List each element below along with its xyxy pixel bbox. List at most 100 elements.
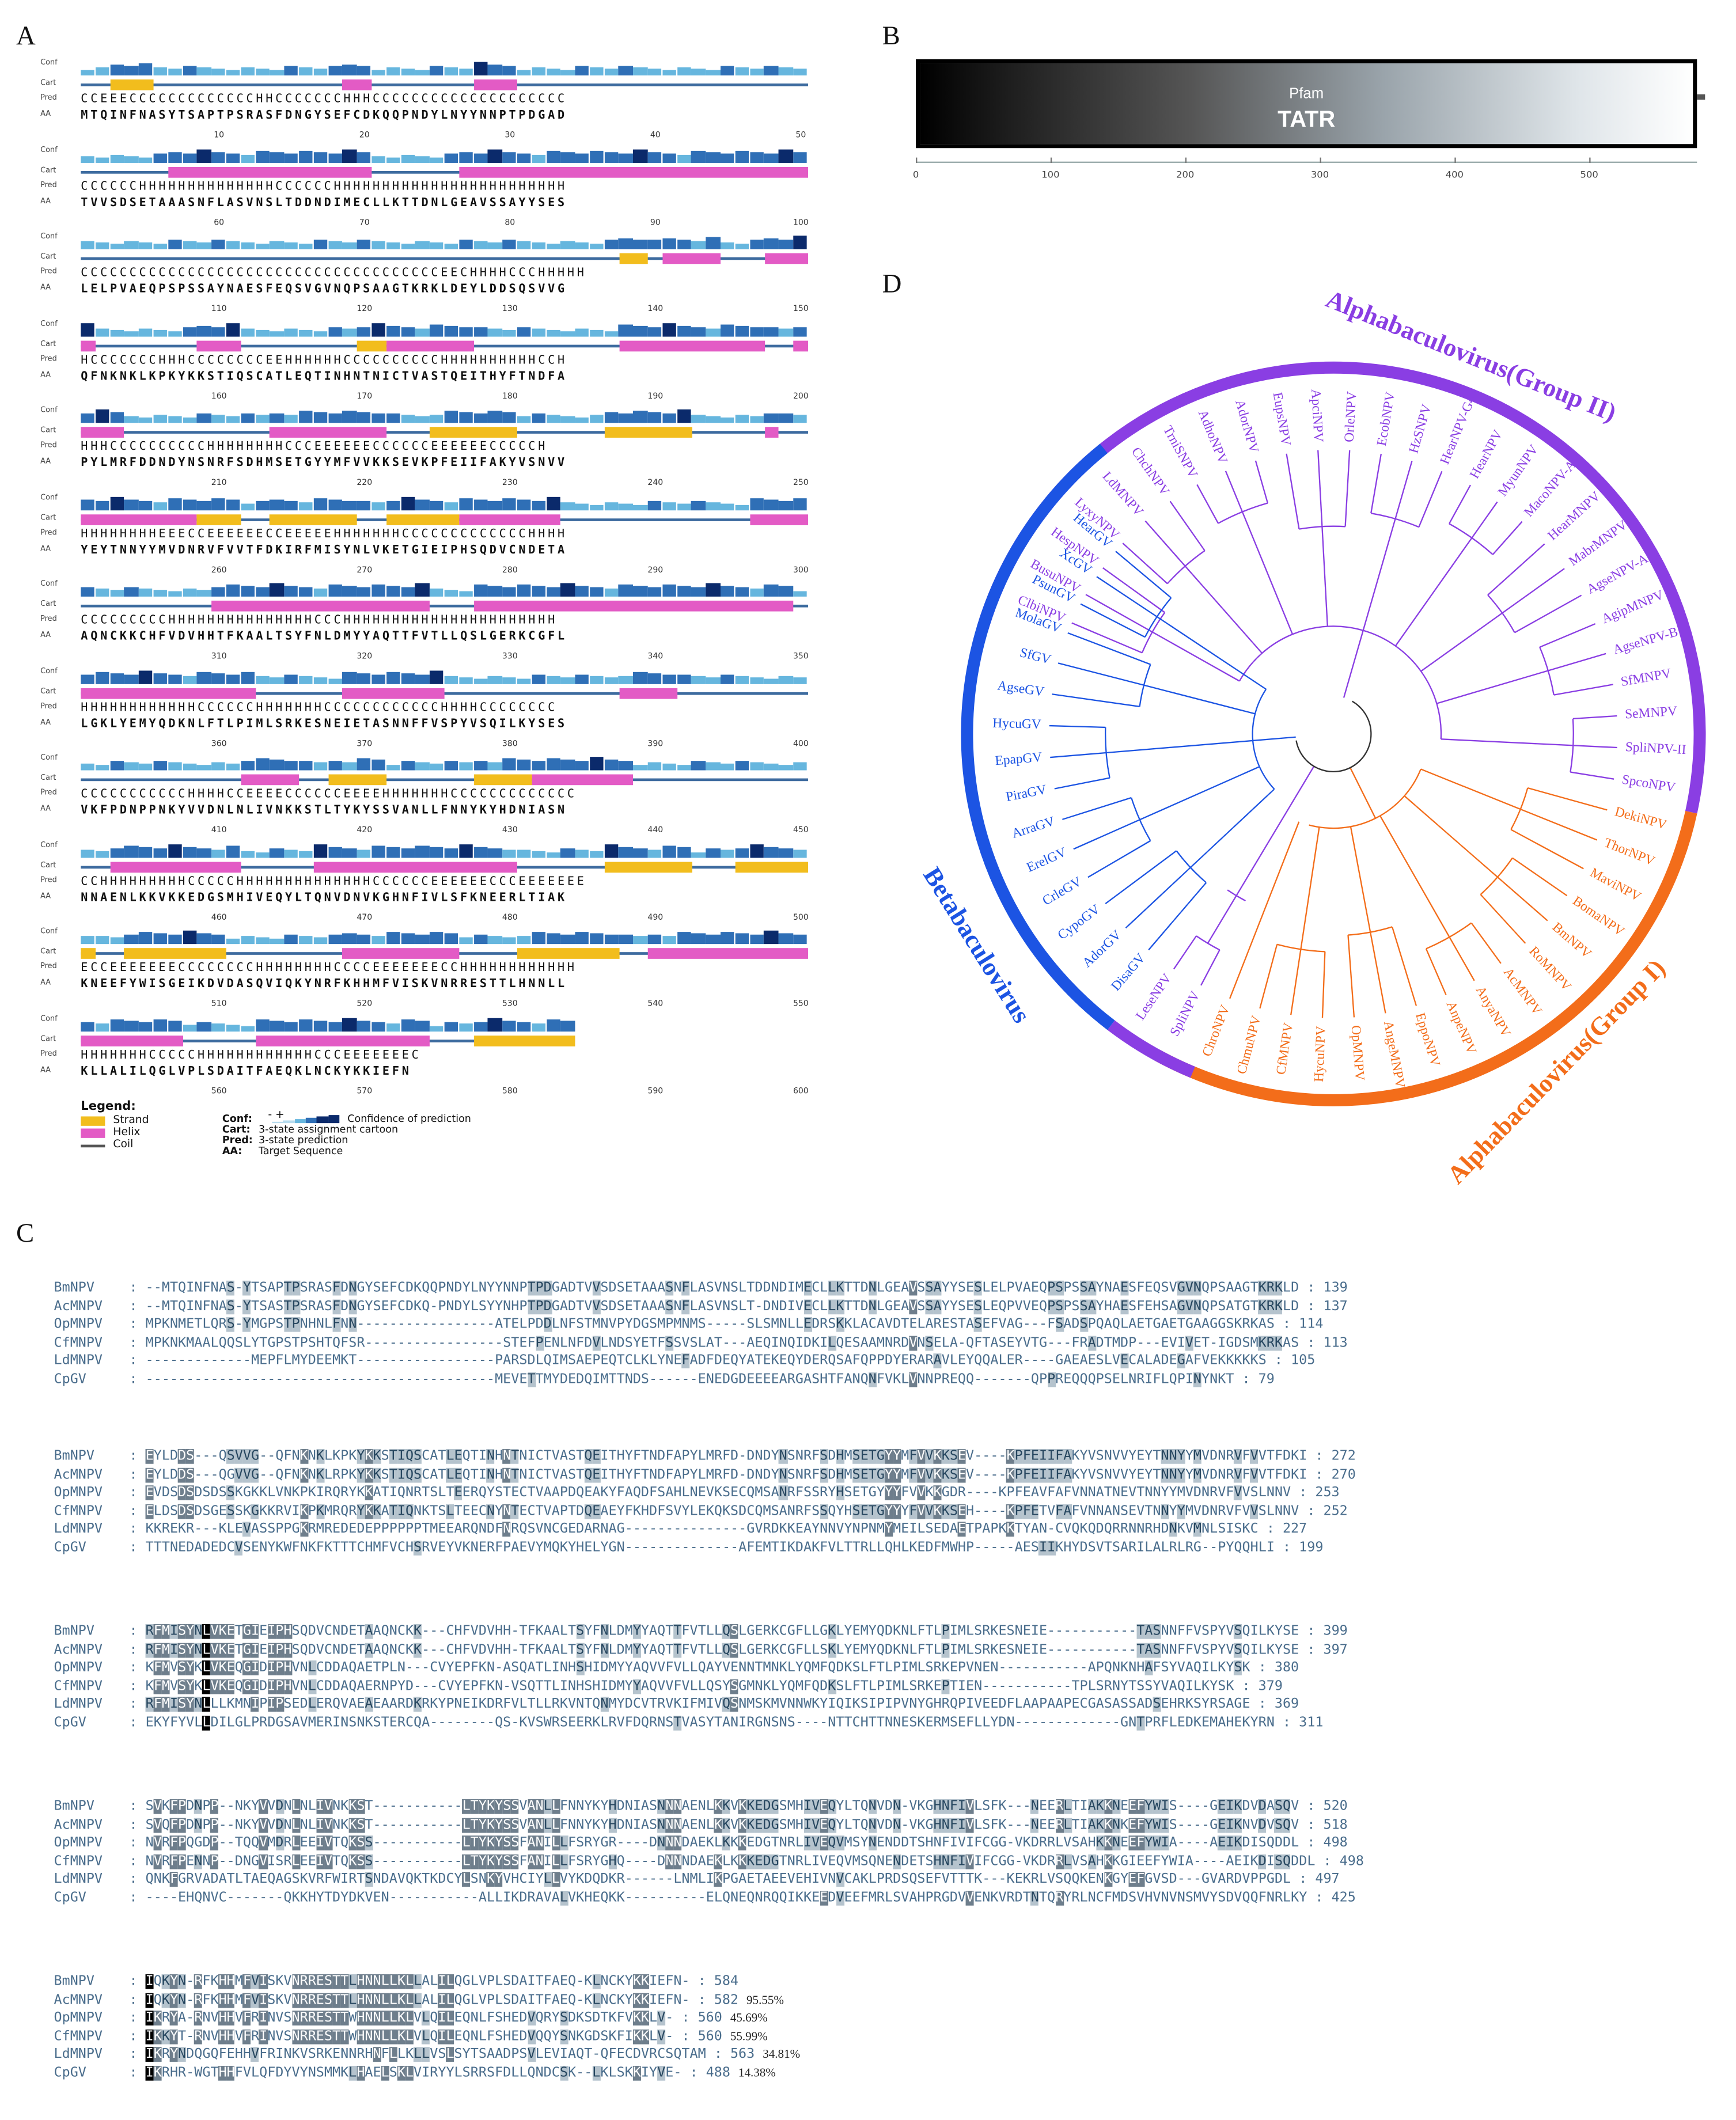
confidence-bar	[81, 413, 95, 423]
confidence-bar	[604, 843, 619, 858]
row-label-pred: Pred	[40, 615, 57, 624]
tree-branch	[1050, 752, 1106, 759]
confidence-bar	[749, 498, 764, 510]
sequence-end-position: : 253	[1291, 1485, 1340, 1500]
confidence-bar	[517, 241, 531, 249]
sequence-end-position: : 113	[1299, 1335, 1348, 1351]
aligned-sequence: -------------MEPFLMYDEEMKT--------------…	[145, 1353, 1267, 1368]
confidence-bar	[633, 504, 647, 510]
row-label-conf: Conf	[40, 407, 58, 415]
confidence-bar	[546, 244, 560, 249]
confidence-bar	[691, 587, 706, 597]
confidence-bar	[109, 244, 124, 249]
confidence-bar	[619, 324, 633, 336]
confidence-bar	[721, 66, 735, 75]
tree-leaf-label: ArraGV	[1010, 814, 1057, 841]
confidence-bar	[372, 502, 386, 510]
separator: :	[129, 1974, 146, 1989]
clade-ring	[961, 443, 1115, 1030]
confidence-bar	[662, 845, 677, 858]
tree-branch	[1238, 625, 1442, 739]
confidence-bar	[241, 154, 255, 162]
helix-segment	[342, 948, 459, 959]
confidence-bar	[575, 932, 589, 945]
tree-branch	[1539, 623, 1596, 648]
confidence-bar	[298, 587, 313, 597]
confidence-bar	[357, 327, 372, 336]
alignment-row: LdMNPV: RFMISYNLLLKMNIPIPSEDLERQVAEAEAAR…	[54, 1696, 1724, 1714]
confidence-bar	[633, 240, 647, 249]
confidence-bar	[633, 325, 647, 336]
confidence-bar	[502, 66, 517, 75]
tree-branch	[1096, 576, 1158, 617]
confidence-bar	[633, 411, 647, 423]
tree-branch	[1487, 543, 1545, 596]
confidence-bar	[400, 1018, 415, 1031]
row-label-pred: Pred	[40, 528, 57, 537]
conf-signs: - +	[268, 1108, 285, 1121]
confidence-bar	[153, 153, 168, 162]
confidence-bar	[386, 157, 400, 162]
confidence-bar	[372, 70, 386, 75]
confidence-bar	[153, 67, 168, 75]
sequence-end-position: : 518	[1299, 1817, 1348, 1833]
tree-branch	[1492, 521, 1523, 555]
sequence-end-position: : 488	[681, 2065, 730, 2080]
helix-segment	[619, 340, 765, 351]
tree-leaf-label: HycuNPV	[1312, 1026, 1329, 1082]
confidence-bar	[109, 412, 124, 423]
tree-branch	[1106, 739, 1253, 754]
alignment-row: CfMNPV: ELDSDSDSGESSKGKKRVIKPKMRQRYKKATI…	[54, 1502, 1724, 1520]
axis-tick-mark	[1185, 157, 1187, 163]
legend-label: Helix	[113, 1125, 141, 1138]
sequence-end-position: : 560	[673, 2028, 722, 2044]
confidence-bar	[139, 242, 153, 249]
confidence-bar	[749, 240, 764, 249]
confidence-bar	[793, 151, 808, 162]
tree-leaf-label: LdMNPV	[1100, 469, 1146, 519]
clade-ring	[1107, 1020, 1195, 1078]
tick-label: 310	[211, 651, 227, 662]
tick-label: 450	[793, 825, 809, 835]
confidence-bar	[531, 500, 546, 510]
confidence-bar	[328, 934, 342, 945]
confidence-bar	[386, 846, 400, 858]
tick-label: 460	[211, 912, 227, 922]
strand-segment	[604, 861, 692, 873]
confidence-bar	[473, 499, 488, 510]
helix-segment	[473, 600, 794, 612]
row-label-aa: AA	[40, 631, 51, 640]
confidence-bar	[400, 761, 415, 771]
confidence-bar	[517, 584, 531, 597]
tree-leaf-label: AdorGV	[1079, 927, 1124, 970]
confidence-bar	[183, 153, 197, 162]
confidence-bar	[415, 241, 430, 249]
confidence-bar	[211, 415, 226, 423]
confidence-bar	[109, 496, 124, 510]
tree-branch	[1225, 471, 1244, 513]
confidence-bar	[81, 587, 95, 597]
tree-branch	[1527, 787, 1608, 811]
alignment-row: AcMNPV: EYLDDS---QGVVG--QFNKNKLRPKYKKSTI…	[54, 1466, 1724, 1484]
psipred-row: Conf Cart Pred AA CCCCCCCCCCCCCCCCCCCCCCCCCC…	[40, 233, 809, 317]
confidence-bar	[197, 325, 211, 336]
confidence-bar	[81, 156, 95, 162]
confidence-bar	[342, 933, 357, 945]
tree-branch	[1235, 765, 1315, 896]
confidence-bar	[357, 758, 372, 771]
tree-branch	[1553, 684, 1613, 696]
confidence-bar	[298, 1018, 313, 1031]
aligned-sequence: SVQFPDNPP--NKYVVDNLNLIVNKKST-----------L…	[145, 1817, 1299, 1833]
alignment-row: CpGV: ----EHQNVC-------QKKHYTDYDKVEN----…	[54, 1888, 1724, 1907]
row-label-cart: Cart	[40, 948, 56, 957]
confidence-bar	[342, 762, 357, 771]
helix-segment	[619, 687, 677, 699]
confidence-bar	[604, 69, 619, 75]
separator: :	[129, 1678, 146, 1694]
tick-label: 270	[357, 564, 373, 575]
confidence-bar	[793, 591, 808, 597]
confidence-bar	[691, 761, 706, 771]
confidence-bar	[444, 933, 458, 945]
helix-segment	[211, 600, 430, 612]
row-label-aa: AA	[40, 892, 51, 901]
